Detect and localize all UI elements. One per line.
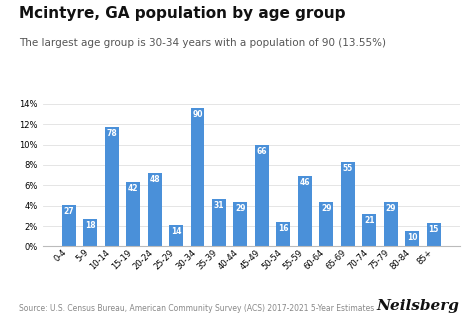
Text: Source: U.S. Census Bureau, American Community Survey (ACS) 2017-2021 5-Year Est: Source: U.S. Census Bureau, American Com… bbox=[19, 304, 374, 313]
Bar bbox=[341, 162, 355, 246]
Text: Neilsberg: Neilsberg bbox=[377, 299, 460, 313]
Bar bbox=[234, 202, 247, 246]
Text: 29: 29 bbox=[321, 204, 332, 213]
Text: 27: 27 bbox=[64, 207, 74, 216]
Text: 90: 90 bbox=[192, 110, 203, 119]
Bar bbox=[105, 127, 118, 246]
Bar bbox=[255, 145, 269, 246]
Text: 14: 14 bbox=[171, 227, 181, 236]
Text: 29: 29 bbox=[235, 204, 246, 213]
Bar bbox=[427, 223, 441, 246]
Text: Mcintyre, GA population by age group: Mcintyre, GA population by age group bbox=[19, 6, 346, 21]
Text: 29: 29 bbox=[386, 204, 396, 213]
Bar bbox=[126, 182, 140, 246]
Text: The largest age group is 30-34 years with a population of 90 (13.55%): The largest age group is 30-34 years wit… bbox=[19, 38, 386, 48]
Text: 42: 42 bbox=[128, 184, 138, 193]
Bar bbox=[384, 202, 398, 246]
Bar bbox=[319, 202, 333, 246]
Text: 18: 18 bbox=[85, 221, 95, 230]
Bar bbox=[169, 225, 183, 246]
Text: 78: 78 bbox=[106, 129, 117, 138]
Bar bbox=[147, 173, 162, 246]
Text: 10: 10 bbox=[407, 233, 418, 242]
Bar bbox=[212, 199, 226, 246]
Text: 66: 66 bbox=[257, 147, 267, 156]
Bar bbox=[405, 231, 419, 246]
Bar bbox=[83, 219, 97, 246]
Bar bbox=[62, 205, 75, 246]
Text: 21: 21 bbox=[364, 216, 374, 225]
Bar bbox=[191, 108, 204, 246]
Text: 15: 15 bbox=[428, 226, 439, 234]
Text: 48: 48 bbox=[149, 175, 160, 184]
Text: 16: 16 bbox=[278, 224, 289, 233]
Text: 55: 55 bbox=[343, 164, 353, 173]
Text: 31: 31 bbox=[214, 201, 224, 210]
Bar bbox=[363, 214, 376, 246]
Bar bbox=[298, 176, 312, 246]
Text: 46: 46 bbox=[300, 178, 310, 187]
Bar bbox=[276, 222, 291, 246]
